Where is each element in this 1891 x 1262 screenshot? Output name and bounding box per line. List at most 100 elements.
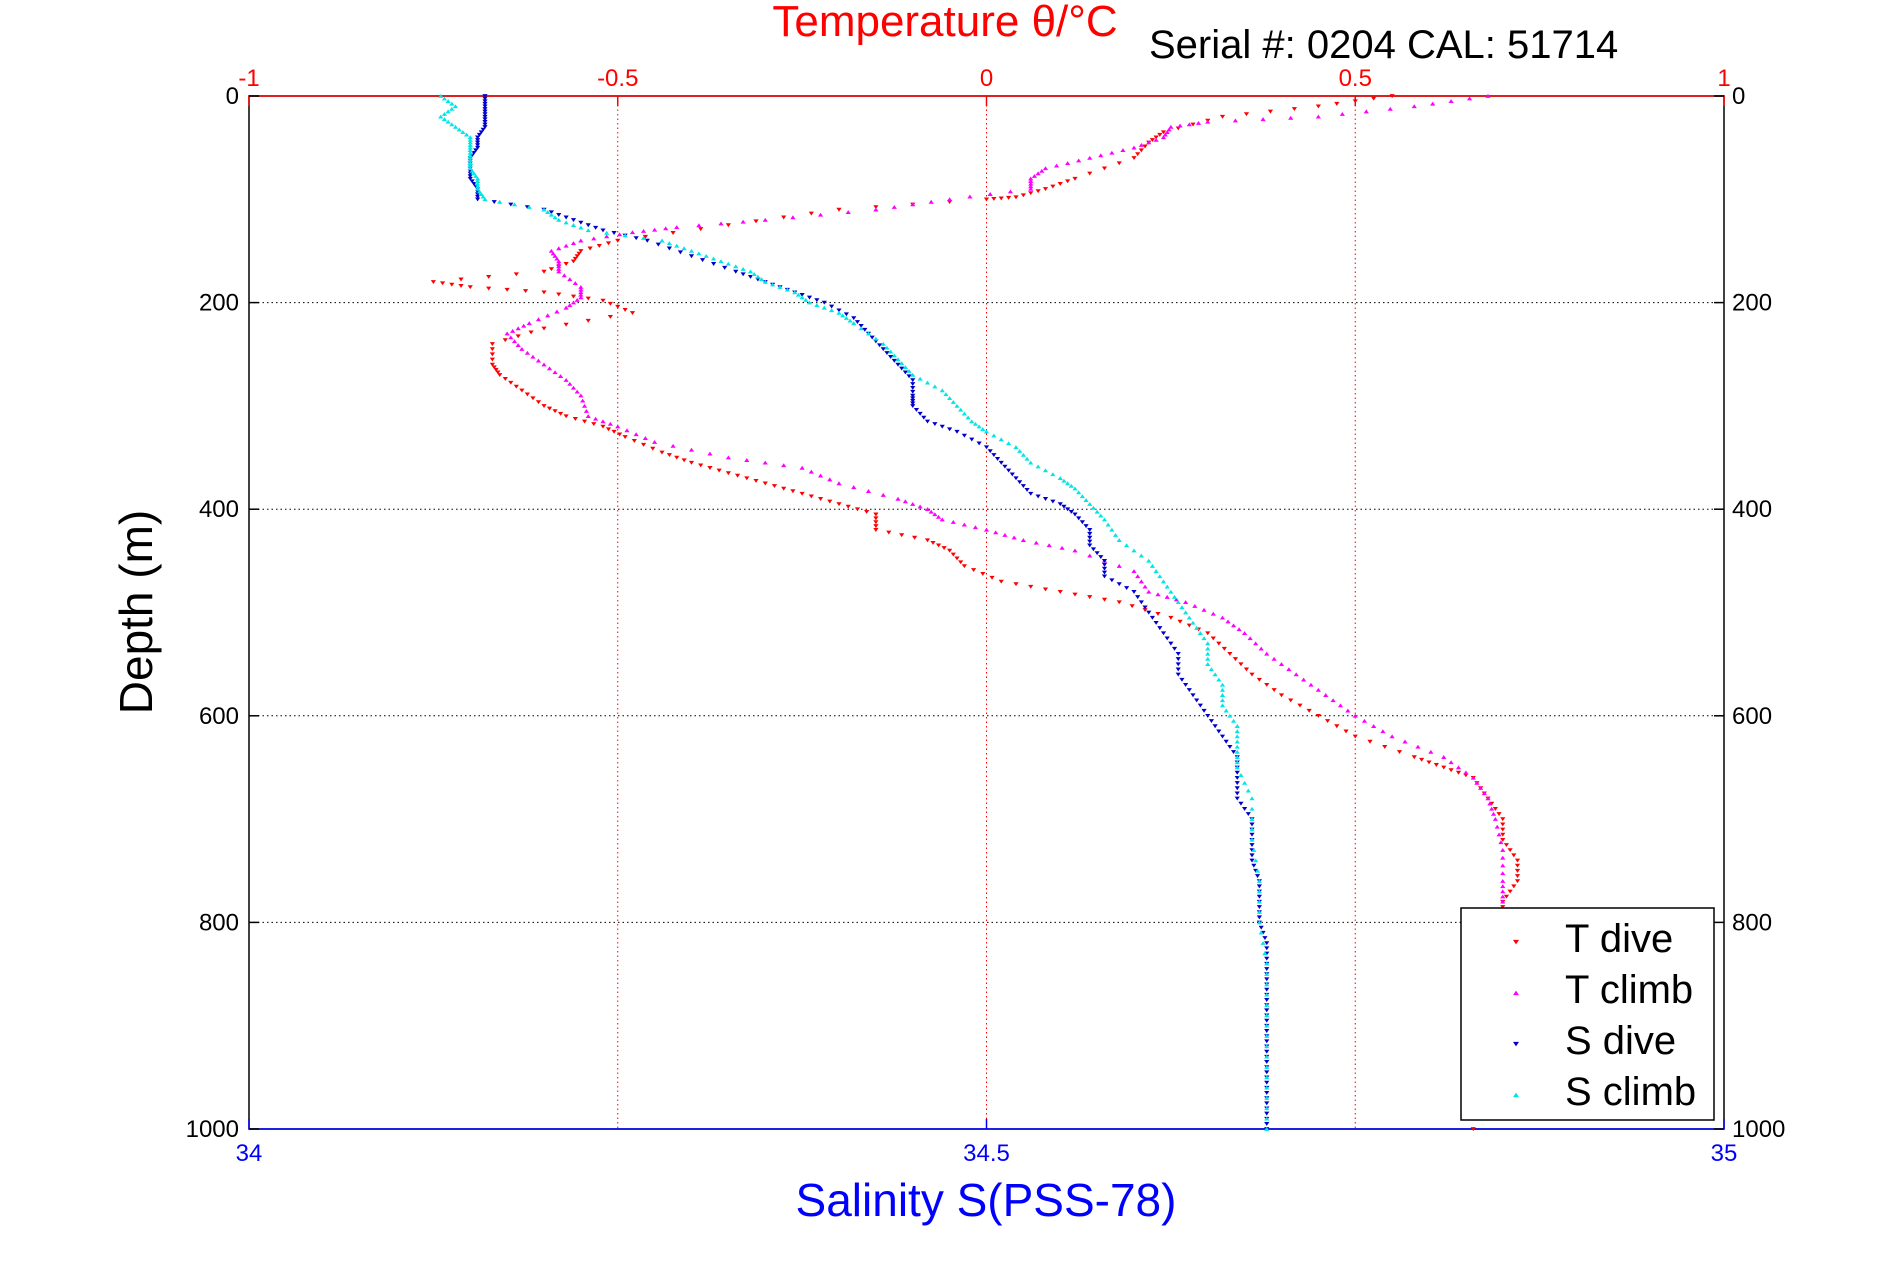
data-point — [556, 264, 562, 269]
data-point — [1039, 168, 1045, 173]
data-point — [1315, 687, 1321, 692]
data-point — [886, 530, 892, 535]
right-tick-label: 1000 — [1732, 1116, 1785, 1143]
data-point — [1264, 1044, 1270, 1049]
data-point — [522, 289, 529, 294]
data-point — [663, 226, 669, 231]
data-point — [1219, 734, 1226, 739]
data-point — [1243, 112, 1250, 117]
data-point — [1243, 667, 1250, 672]
data-point — [1017, 480, 1023, 485]
data-point — [486, 286, 492, 291]
data-point — [1227, 713, 1233, 718]
data-point — [790, 489, 796, 494]
data-point — [696, 223, 702, 228]
data-point — [1087, 531, 1093, 536]
data-point — [1116, 538, 1122, 543]
data-point — [1205, 646, 1211, 651]
data-point — [1352, 734, 1358, 739]
data-point — [670, 443, 676, 448]
data-point — [570, 294, 577, 299]
data-point — [1500, 905, 1506, 909]
data-point — [580, 398, 586, 403]
data-point — [1219, 687, 1226, 692]
data-point — [771, 484, 778, 489]
data-point — [478, 130, 484, 135]
data-point — [607, 314, 613, 319]
data-point — [716, 468, 722, 473]
data-point — [556, 292, 562, 297]
data-point — [541, 207, 547, 212]
data-point — [954, 403, 960, 408]
data-point — [1087, 155, 1093, 160]
data-point — [467, 148, 473, 153]
data-point — [703, 254, 709, 258]
data-point — [1035, 171, 1041, 176]
data-point — [696, 251, 702, 256]
data-point — [1339, 111, 1345, 116]
data-point — [817, 473, 824, 478]
data-point — [524, 350, 531, 355]
data-point — [1205, 651, 1211, 656]
data-point — [552, 370, 558, 375]
data-point — [910, 372, 916, 377]
data-point — [513, 384, 519, 389]
data-point — [808, 469, 814, 474]
data-point — [1153, 569, 1159, 573]
data-point — [541, 290, 547, 295]
data-point — [611, 231, 617, 235]
data-point — [1426, 760, 1432, 765]
data-point — [1500, 894, 1506, 899]
data-point — [1415, 744, 1421, 749]
data-point — [581, 403, 588, 408]
data-point — [556, 259, 562, 264]
legend-label-s-dive: S dive — [1565, 1019, 1676, 1063]
data-point — [1142, 605, 1148, 610]
data-point — [1046, 543, 1052, 548]
data-point — [1223, 739, 1229, 744]
data-point — [688, 447, 695, 452]
data-point — [961, 564, 967, 569]
data-point — [976, 441, 982, 446]
data-point — [924, 419, 931, 424]
data-point — [758, 277, 765, 282]
data-point — [1278, 693, 1285, 698]
data-point — [1308, 682, 1314, 687]
data-point — [1258, 925, 1264, 930]
data-point — [521, 323, 527, 328]
data-point — [1192, 603, 1198, 608]
data-point — [515, 326, 521, 331]
data-point — [556, 246, 562, 251]
data-point — [747, 269, 754, 274]
data-point — [1503, 843, 1510, 848]
data-point — [570, 300, 577, 305]
data-point — [1087, 501, 1093, 506]
data-point — [1315, 114, 1321, 119]
data-point — [1264, 982, 1270, 987]
data-point — [1478, 786, 1484, 790]
data-point — [1494, 824, 1500, 829]
data-point — [1256, 905, 1262, 909]
data-point — [725, 261, 731, 266]
data-point — [482, 112, 488, 117]
data-point — [941, 546, 947, 551]
top-tick-label: 1 — [1717, 65, 1730, 92]
bottom-tick-label: 34 — [236, 1140, 263, 1167]
data-point — [467, 166, 473, 171]
data-point — [1264, 941, 1270, 946]
data-point — [1105, 522, 1111, 527]
data-point — [530, 396, 536, 401]
data-point — [1153, 135, 1159, 140]
data-point — [1514, 858, 1521, 863]
data-point — [467, 135, 473, 140]
data-point — [563, 305, 569, 310]
data-point — [1253, 858, 1259, 863]
data-point — [725, 223, 731, 228]
data-point — [847, 318, 853, 323]
data-point — [556, 261, 562, 266]
data-point — [1205, 641, 1211, 646]
data-point — [486, 274, 492, 279]
data-point — [491, 365, 497, 370]
data-point — [770, 282, 776, 287]
data-point — [510, 328, 516, 333]
